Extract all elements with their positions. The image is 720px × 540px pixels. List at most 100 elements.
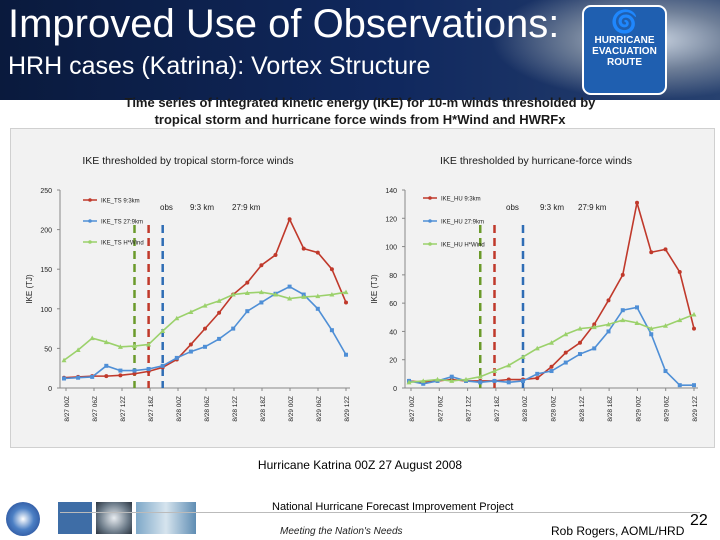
data-point (188, 342, 193, 347)
data-point (463, 376, 469, 382)
data-point (677, 383, 682, 388)
data-point (245, 309, 250, 314)
y-tick-label: 0 (48, 386, 52, 393)
data-point (188, 309, 194, 314)
data-point (287, 284, 292, 289)
data-point (273, 252, 278, 257)
data-point (117, 344, 123, 349)
data-point (62, 376, 66, 381)
data-point (258, 289, 264, 295)
data-point (315, 293, 321, 299)
data-point (648, 326, 654, 331)
legend-marker (88, 219, 92, 223)
data-point (592, 322, 597, 327)
y-tick-label: 250 (40, 188, 52, 195)
y-tick-label: 100 (40, 307, 52, 314)
legend-marker (88, 198, 92, 202)
data-point (591, 324, 597, 330)
data-point (649, 332, 654, 337)
data-point (692, 383, 696, 388)
data-point (420, 378, 426, 383)
x-tick-label: 8/29 12Z (692, 396, 699, 422)
data-point (663, 369, 668, 374)
data-point (606, 321, 611, 327)
footer-author: Rob Rogers, AOML/HRD (551, 524, 685, 538)
noaa-logo-icon (6, 502, 40, 536)
chart-title: IKE thresholded by hurricane-force winds (440, 155, 632, 167)
y-tick-label: 100 (385, 245, 397, 252)
data-point (492, 368, 497, 374)
data-point (634, 320, 640, 325)
x-tick-label: 8/27 12Z (120, 396, 127, 422)
data-point (620, 308, 625, 313)
y-tick-label: 140 (385, 188, 397, 195)
data-point (160, 328, 166, 333)
chart-description: Time series of integrated kinetic energy… (124, 95, 596, 127)
chart-title: IKE thresholded by tropical storm-force … (82, 155, 293, 167)
data-point (202, 303, 208, 308)
data-point (146, 366, 151, 371)
x-tick-label: 8/28 12Z (232, 396, 239, 422)
x-tick-label: 8/27 00Z (64, 396, 71, 422)
data-point (606, 329, 611, 334)
data-point (649, 250, 654, 255)
y-tick-label: 0 (393, 386, 397, 393)
data-point (89, 335, 95, 341)
series-line (408, 306, 694, 386)
y-tick-label: 50 (44, 346, 52, 353)
data-point (174, 355, 179, 360)
x-tick-label: 8/27 06Z (92, 396, 99, 422)
legend-label: IKE_HU H*Wind (441, 243, 485, 249)
data-point (245, 280, 250, 285)
data-point (344, 300, 348, 305)
x-tick-label: 8/28 00Z (522, 396, 529, 422)
data-point (118, 373, 123, 378)
x-tick-label: 8/28 18Z (260, 396, 267, 422)
data-point (301, 294, 307, 299)
slide-header: Improved Use of Observations: HRH cases … (0, 0, 720, 100)
legend-label: IKE_HU 27:9km (441, 220, 484, 226)
data-point (535, 371, 540, 376)
data-point (315, 306, 320, 311)
thumbnail-model-image (136, 502, 196, 534)
figure-caption: Hurricane Katrina 00Z 27 August 2008 (257, 458, 463, 472)
legend-label: IKE_TS 27:9km (101, 220, 143, 226)
y-tick-label: 20 (389, 358, 397, 365)
x-tick-label: 8/29 06Z (316, 396, 323, 422)
data-point (692, 326, 696, 331)
x-tick-label: 8/27 00Z (409, 396, 416, 422)
data-point (174, 315, 180, 321)
data-point (203, 326, 207, 331)
data-point (620, 272, 625, 277)
data-point (343, 289, 349, 295)
data-point (329, 328, 334, 333)
y-tick-label: 200 (40, 228, 52, 235)
x-tick-label: 8/27 06Z (437, 396, 444, 422)
event-marker-label: 27:9 km (232, 203, 261, 212)
data-point (344, 352, 348, 357)
x-tick-label: 8/28 18Z (607, 396, 614, 422)
x-tick-label: 8/29 00Z (288, 396, 295, 422)
event-marker-label: 9:3 km (540, 203, 564, 212)
data-point (104, 363, 109, 368)
data-point (535, 376, 540, 381)
y-tick-label: 150 (40, 267, 52, 274)
data-point (203, 344, 207, 349)
x-tick-label: 8/28 12Z (579, 396, 586, 422)
series-line (408, 202, 695, 384)
slide-footer: National Hurricane Forecast Improvement … (0, 494, 720, 540)
data-point (104, 374, 109, 379)
y-tick-label: 60 (389, 301, 397, 308)
data-point (549, 369, 554, 374)
slide-subtitle: HRH cases (Katrina): Vortex Structure (8, 52, 431, 80)
data-point (230, 291, 236, 297)
y-axis-label: IKE (TJ) (370, 274, 379, 304)
data-point (663, 323, 668, 328)
data-point (449, 378, 455, 383)
data-point (259, 300, 264, 305)
data-point (592, 346, 597, 351)
series-line (63, 291, 347, 361)
data-point (435, 376, 440, 382)
data-point (449, 374, 454, 379)
data-point (563, 360, 568, 365)
